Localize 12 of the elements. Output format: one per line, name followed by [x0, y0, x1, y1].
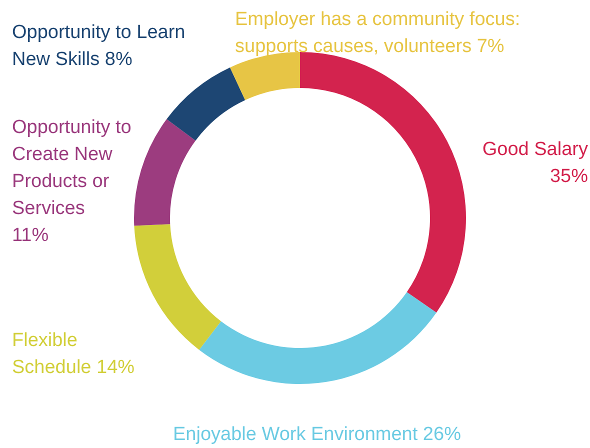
donut-slice — [134, 224, 221, 350]
donut-slice — [166, 67, 246, 141]
donut-slice — [199, 292, 436, 384]
slice-label: Flexible Schedule 14% — [12, 330, 135, 378]
slice-label: Good Salary — [482, 139, 588, 160]
donut-slice — [134, 119, 196, 226]
slice-label: Enjoyable Work Environment 26% — [173, 424, 462, 445]
slice-label: Opportunity to Learn New Skills 8% — [12, 22, 186, 70]
slice-label: Opportunity to Create New Products or Services — [12, 117, 132, 219]
slice-label: Employer has a community focus: supports causes, volunteers 7% — [235, 9, 520, 57]
data-label: 11% — [12, 225, 49, 246]
data-label: 35% — [550, 166, 588, 187]
